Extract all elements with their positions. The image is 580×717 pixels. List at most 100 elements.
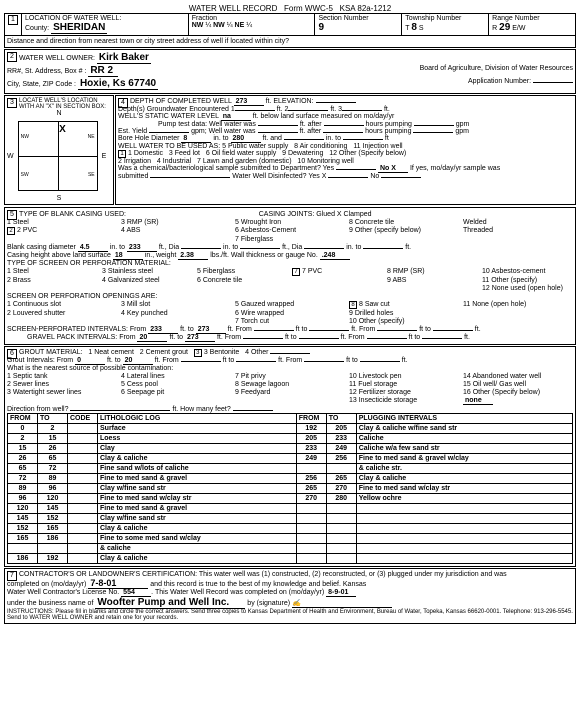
frac3b: ¼ xyxy=(246,22,252,29)
gi2t[interactable] xyxy=(236,361,276,362)
o4: 4 Key punched xyxy=(121,310,168,317)
cd3[interactable] xyxy=(181,248,221,249)
use2: 2 Irrigation xyxy=(118,158,151,165)
table-cell: 145 xyxy=(38,504,68,514)
table-cell: 89 xyxy=(8,484,38,494)
table-cell: 2 xyxy=(8,434,38,444)
app-no[interactable] xyxy=(533,82,573,83)
sec6-num: 6 xyxy=(7,349,17,359)
gi3f[interactable] xyxy=(304,361,344,362)
d2-val[interactable] xyxy=(288,110,328,111)
s8: 8 RMP (SR) xyxy=(387,268,425,275)
none: none xyxy=(463,397,493,405)
o8-check[interactable]: 8 xyxy=(349,301,357,309)
ww2[interactable] xyxy=(324,125,364,126)
sub-date[interactable] xyxy=(150,177,230,178)
casing-dia: 4.5 xyxy=(78,244,108,252)
use1-check[interactable]: 1 xyxy=(118,150,126,158)
city: Hoxie, Ks 67740 xyxy=(78,78,158,90)
use9: 9 Dewatering xyxy=(282,150,323,157)
sec3-label: LOCATE WELL'S LOCATION WITH AN "X" IN SE… xyxy=(19,98,111,110)
table-cell xyxy=(68,484,98,494)
o11: 11 None (open hole) xyxy=(463,301,526,308)
s5: 5 Fiberglass xyxy=(197,268,235,275)
table-cell: 152 xyxy=(38,514,68,524)
dis-yes[interactable] xyxy=(328,177,368,178)
elevation[interactable] xyxy=(316,102,356,103)
section-label: Section Number xyxy=(318,15,398,22)
est[interactable] xyxy=(149,132,189,133)
c2-check[interactable]: 2 xyxy=(7,227,15,235)
gi3t[interactable] xyxy=(360,361,400,362)
int2t[interactable] xyxy=(309,330,349,331)
int3t[interactable] xyxy=(433,330,473,331)
locate-box[interactable]: NW NE SW SE X xyxy=(18,121,98,191)
section-2: 2 WATER WELL OWNER: Kirk Baker RR#, St. … xyxy=(4,49,576,94)
o7: 7 Torch cut xyxy=(235,318,269,325)
table-cell xyxy=(68,504,98,514)
depths-label: Depth(s) Groundwater Encountered xyxy=(118,106,229,113)
d1-val[interactable] xyxy=(235,110,275,111)
gravel-label: GRAVEL PACK INTERVALS: From xyxy=(27,334,136,341)
c6: 6 Asbestos-Cement xyxy=(235,227,296,234)
g4: 4 Other xyxy=(245,349,268,356)
table-cell: 65 xyxy=(38,454,68,464)
table-cell xyxy=(326,524,356,534)
s3: 3 Stainless steel xyxy=(102,268,153,275)
bore3[interactable] xyxy=(284,139,324,140)
completed-on: This Water Well Record was completed on … xyxy=(155,589,324,596)
g3t[interactable] xyxy=(422,338,462,339)
s4: 4 Galvanized steel xyxy=(102,277,160,284)
table-cell: Clay w/fine sand str xyxy=(98,514,297,524)
gi2f[interactable] xyxy=(181,361,221,362)
ww4[interactable] xyxy=(258,132,298,133)
g4-other[interactable] xyxy=(270,353,310,354)
gi-to: 20 xyxy=(123,357,153,365)
g3f[interactable] xyxy=(367,338,407,339)
g2t[interactable] xyxy=(299,338,339,339)
o6: 6 Wire wrapped xyxy=(235,310,284,317)
g3-check[interactable]: 3 xyxy=(194,349,202,357)
dir[interactable] xyxy=(70,410,170,411)
g1: 1 Neat cement xyxy=(88,349,134,356)
s1: 1 Steel xyxy=(7,268,29,275)
int2f[interactable] xyxy=(254,330,294,331)
table-cell: 72 xyxy=(8,474,38,484)
township-label: Township Number xyxy=(405,15,485,22)
disinfect: Water Well Disinfected? Yes X xyxy=(232,173,326,180)
ww1[interactable] xyxy=(258,125,298,126)
license: 554 xyxy=(121,589,151,597)
ww3[interactable] xyxy=(414,125,454,126)
bore4[interactable] xyxy=(343,139,383,140)
dis-no-u[interactable] xyxy=(381,177,421,178)
table-cell: Clay xyxy=(98,444,297,454)
ww6[interactable] xyxy=(413,132,453,133)
table-cell: 72 xyxy=(38,464,68,474)
chem-yes[interactable] xyxy=(336,169,376,170)
int-to-label: ft. to xyxy=(180,326,194,333)
table-row: 1526Clay233249Caliche w/a few sand str xyxy=(8,444,573,454)
table-cell xyxy=(356,514,572,524)
date2: 8-9-01 xyxy=(326,589,356,597)
table-row: 7289Fine to med sand & gravel256265Clay … xyxy=(8,474,573,484)
cd6[interactable] xyxy=(363,248,403,249)
d3-val[interactable] xyxy=(342,110,382,111)
table-cell xyxy=(356,554,572,564)
submitted: submitted xyxy=(118,173,148,180)
s7-check[interactable]: 7 xyxy=(292,268,300,276)
ww5[interactable] xyxy=(323,132,363,133)
sec7-num: 7 xyxy=(7,571,17,581)
feet[interactable] xyxy=(233,410,273,411)
table-cell: Caliche xyxy=(356,434,572,444)
g2f[interactable] xyxy=(243,338,283,339)
table-row: 120145Fine to med sand & gravel xyxy=(8,504,573,514)
static-label: WELL'S STATIC WATER LEVEL xyxy=(118,113,219,120)
interval-label: SCREEN-PERFORATED INTERVALS: From xyxy=(7,326,146,333)
owner: Kirk Baker xyxy=(97,52,151,64)
int3f[interactable] xyxy=(377,330,417,331)
p11: 11 Fuel storage xyxy=(349,381,397,388)
cd4[interactable] xyxy=(240,248,280,249)
rr: RR 2 xyxy=(88,65,118,77)
height-unit: in., weight xyxy=(145,252,177,259)
cd5[interactable] xyxy=(304,248,344,249)
